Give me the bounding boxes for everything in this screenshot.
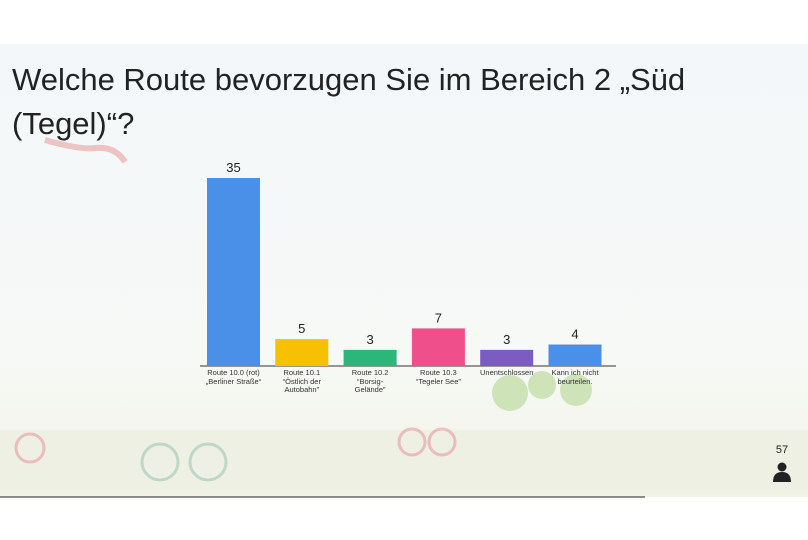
bike-illustration [140,442,180,482]
bar [275,339,329,366]
x-tick-label: Route 10.1 “Östlich der Autobahn” [282,368,321,394]
value-label: 5 [298,321,305,336]
bike-illustration [427,427,457,457]
participant-icon [777,462,787,472]
bar [411,328,465,366]
tree [528,371,556,399]
value-label: 3 [366,332,373,347]
ground [0,430,808,490]
value-label: 4 [571,327,578,342]
bar [207,178,260,366]
value-label: 3 [503,332,510,347]
participant-icon [773,472,791,482]
x-tick-label: Unentschlossen [480,368,534,377]
x-tick-label: Kann ich nicht beurteilen. [551,368,599,386]
bar [343,349,397,366]
decoration [44,137,128,164]
bar [480,349,534,366]
chart-title: Welche Route bevorzugen Sie im Bereich 2… [12,62,686,141]
participant-count: 57 [775,444,789,456]
bike-illustration [397,427,427,457]
bike-illustration [14,432,46,464]
x-tick-label: Route 10.0 (rot) „Berliner Straße“ [205,368,262,386]
x-tick-label: Route 10.2 “Borsig- Gelände” [351,368,389,394]
value-label: 7 [435,310,442,325]
bar [548,344,602,366]
x-tick-label: Route 10.3 “Tegeler See” [415,368,461,386]
value-label: 35 [226,160,240,175]
tree [492,375,528,411]
bike-illustration [188,442,228,482]
tree [560,374,592,406]
slide-background [0,44,808,497]
